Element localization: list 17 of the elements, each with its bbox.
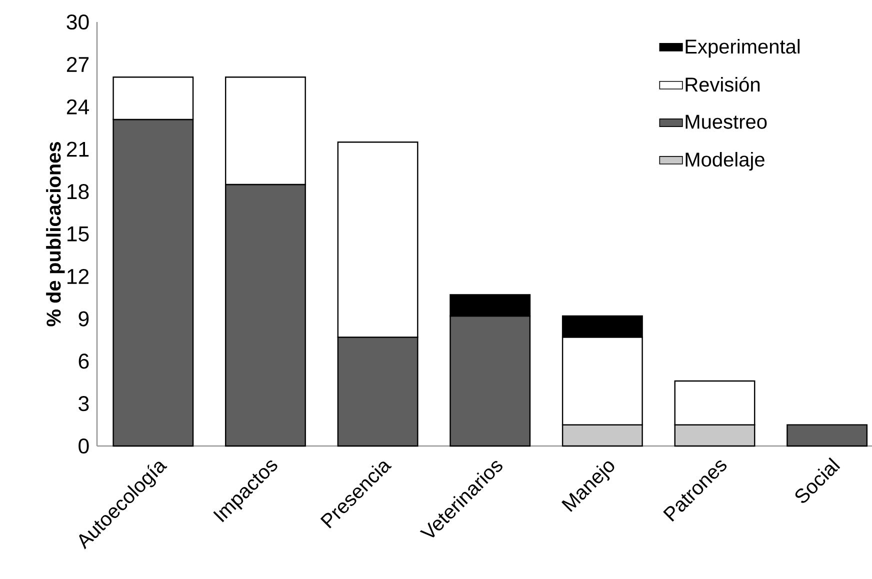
y-tick-label: 15 <box>68 226 89 242</box>
y-tick-label: 6 <box>78 354 89 369</box>
y-tick-label: 18 <box>68 184 89 200</box>
y-axis-title: % de publicaciones <box>46 142 65 326</box>
y-tick-label: 24 <box>66 99 89 114</box>
y-tick-label: 9 <box>78 311 89 326</box>
legend-label: Revisión <box>686 76 760 92</box>
y-tick-label: 12 <box>68 268 89 284</box>
y-tick-label: 3 <box>78 396 89 412</box>
legend-label: Muestreo <box>686 114 767 129</box>
y-tick-label: 30 <box>66 14 89 30</box>
y-tick-label: 27 <box>66 56 89 72</box>
legend-label: Experimental <box>686 38 800 58</box>
y-tick-label: 21 <box>66 142 89 157</box>
y-tick-label: 0 <box>78 438 89 454</box>
bar <box>786 424 868 447</box>
legend-label: Modelaje <box>686 152 764 171</box>
